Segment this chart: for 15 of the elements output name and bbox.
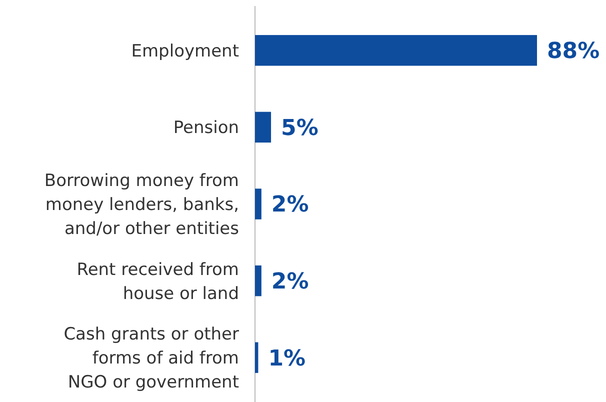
y-tick-label: Rent received from house or land (76, 260, 239, 304)
bar (255, 35, 537, 66)
data-label: 1% (268, 346, 306, 372)
y-tick-label: Pension (173, 118, 239, 138)
y-tick-label: Employment (131, 41, 240, 62)
data-label: 88% (547, 39, 600, 64)
y-tick-label: Borrowing money from money lenders, banks, and/or other entities (44, 170, 240, 239)
bar (255, 188, 262, 220)
bar (255, 112, 272, 143)
bar (255, 342, 258, 373)
data-label: 2% (271, 270, 309, 294)
y-tick-label: Cash grants or other forms of aid from NGO or government (64, 324, 240, 393)
bar (255, 265, 262, 296)
data-label: 2% (271, 192, 309, 218)
data-label: 5% (281, 116, 318, 141)
